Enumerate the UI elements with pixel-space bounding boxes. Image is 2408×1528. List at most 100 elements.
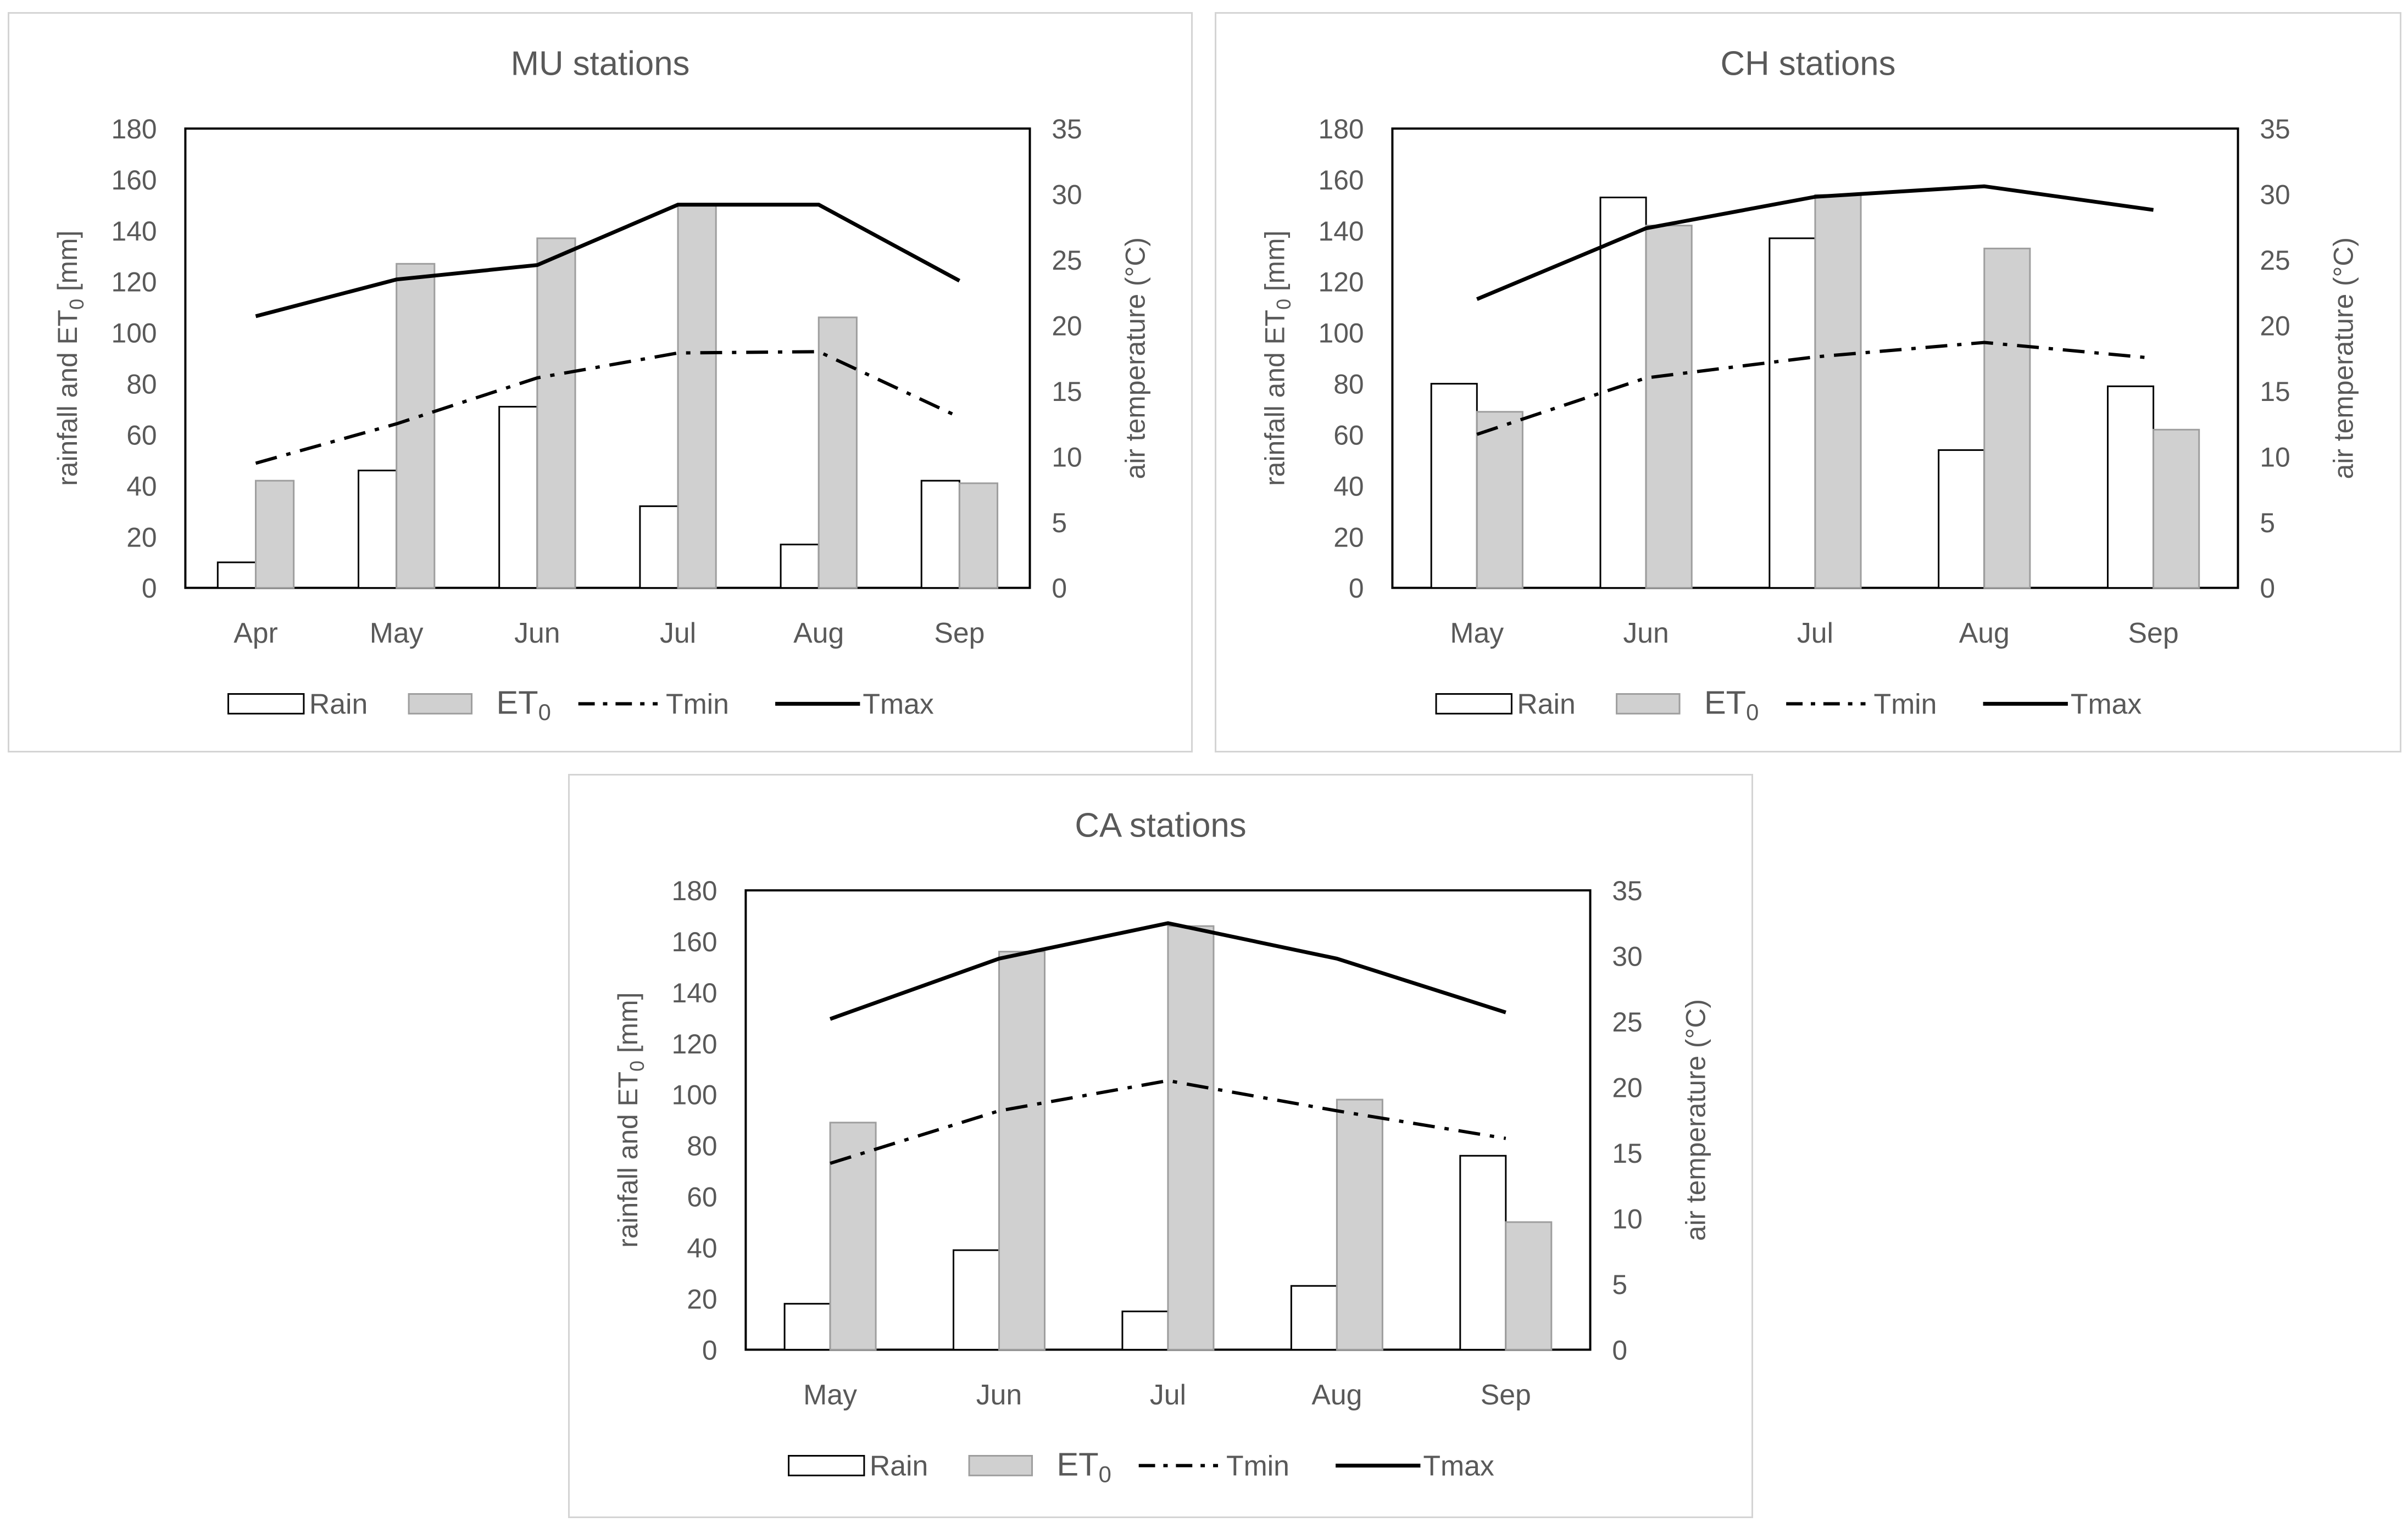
y2-tick-label: 20: [1612, 1072, 1642, 1103]
line-tmax: [829, 921, 1506, 1021]
bar-et0: [1814, 194, 1862, 589]
y-tick-label: 160: [112, 165, 157, 196]
x-tick-label: Jul: [660, 617, 696, 649]
y2-tick-label: 25: [1612, 1007, 1642, 1038]
y-tick-label: 120: [672, 1029, 718, 1059]
legend-rain-swatch: [1435, 693, 1512, 715]
bar-rain: [1121, 1310, 1169, 1351]
legend-et0-label: ET0: [1056, 1446, 1111, 1487]
x-tick-label: Sep: [1481, 1379, 1531, 1410]
bar-rain: [920, 479, 960, 589]
y2-axis-label: air temperature (°C): [2328, 237, 2359, 479]
y-tick-label: 180: [672, 875, 718, 906]
y2-tick-label: 0: [1612, 1335, 1627, 1365]
line-tmax: [255, 203, 961, 319]
bar-et0: [1505, 1221, 1553, 1351]
y2-tick-label: 35: [1052, 114, 1082, 144]
y-tick-label: 20: [1333, 522, 1364, 553]
chart-panel-ca: CA stations 0 20 40 60 80 100 120 140 160 180 0 5 10 1…: [568, 774, 1753, 1518]
chart-svg-mu: MU stations 0 20 40 60 80 100 120 140 160 180 0 5 10 1…: [52, 45, 1151, 726]
x-tick-label: May: [370, 617, 424, 649]
bar-et0: [1476, 411, 1523, 589]
bar-et0: [396, 263, 436, 589]
bar-et0: [536, 237, 576, 589]
bar-et0: [2153, 428, 2200, 589]
y2-tick-label: 15: [1612, 1138, 1642, 1169]
bar-et0: [1167, 925, 1215, 1351]
legend-tmax-label: Tmax: [1423, 1449, 1494, 1481]
legend-tmax-label: Tmax: [2071, 688, 2142, 720]
y-axis-label: rainfall and ET0 [mm]: [1259, 231, 1295, 486]
legend-rain-label: Rain: [1517, 688, 1575, 720]
bar-et0: [1645, 225, 1693, 589]
y2-tick-label: 5: [2260, 508, 2275, 538]
chart-svg-ch: CH stations 0 20 40 60 80 100 120 140 160 180 0 5 10 1…: [1259, 45, 2359, 726]
y-tick-label: 60: [1333, 420, 1364, 450]
y-tick-label: 140: [112, 216, 157, 247]
y2-axis-label: air temperature (°C): [1120, 237, 1151, 479]
y-tick-label: 20: [687, 1284, 717, 1314]
y-tick-label: 40: [687, 1233, 717, 1263]
x-tick-label: May: [1450, 617, 1504, 649]
y2-tick-label: 15: [1052, 376, 1082, 407]
x-tick-label: Jul: [1150, 1379, 1186, 1410]
bar-rain: [953, 1249, 1000, 1351]
y2-tick-label: 0: [1052, 573, 1067, 604]
y2-tick-label: 25: [1052, 245, 1082, 276]
bar-et0: [829, 1122, 877, 1351]
legend-et0-swatch: [968, 1454, 1033, 1476]
chart-title: MU stations: [511, 45, 690, 83]
y-tick-label: 140: [672, 978, 718, 1008]
bar-rain: [1459, 1155, 1507, 1351]
line-tmin: [255, 350, 960, 465]
y2-tick-label: 30: [2260, 179, 2290, 210]
y2-tick-label: 5: [1052, 508, 1067, 538]
bar-et0: [677, 204, 717, 589]
bar-et0: [998, 951, 1046, 1351]
bar-rain: [498, 405, 538, 589]
bar-et0: [1983, 247, 2031, 589]
y2-tick-label: 25: [2260, 245, 2290, 276]
line-tmax: [1476, 184, 2154, 301]
x-tick-label: Sep: [934, 617, 985, 649]
y-tick-label: 100: [672, 1080, 718, 1111]
bar-et0: [254, 479, 295, 589]
legend-tmin-label: Tmin: [666, 688, 729, 720]
y2-tick-label: 35: [1612, 875, 1642, 906]
y-tick-label: 100: [1319, 318, 1364, 349]
plot-area-frame: [184, 127, 1031, 589]
y-tick-label: 140: [1319, 216, 1364, 247]
y-tick-label: 40: [126, 471, 157, 501]
y-tick-label: 160: [1319, 165, 1364, 196]
legend-et0-swatch: [408, 693, 473, 715]
bar-rain: [783, 1303, 831, 1351]
y2-tick-label: 5: [1612, 1269, 1627, 1300]
legend-tmax-label: Tmax: [863, 688, 934, 720]
y-tick-label: 120: [1319, 267, 1364, 298]
y-tick-label: 80: [1333, 369, 1364, 400]
bar-rain: [2106, 385, 2155, 589]
x-tick-label: Aug: [793, 617, 844, 649]
bar-et0: [958, 482, 999, 589]
y-tick-label: 0: [1349, 573, 1364, 604]
y-tick-label: 100: [112, 318, 157, 349]
x-tick-label: Aug: [1959, 617, 2010, 649]
chart-title: CA stations: [1075, 807, 1246, 845]
chart-panel-mu: MU stations 0 20 40 60 80 100 120 140 160 180 0 5 10 1…: [8, 12, 1193, 752]
y2-tick-label: 30: [1612, 941, 1642, 972]
x-tick-label: Jun: [514, 617, 560, 649]
y2-tick-label: 15: [2260, 376, 2290, 407]
bar-rain: [357, 470, 398, 589]
bar-et0: [1336, 1098, 1383, 1351]
y-tick-label: 20: [126, 522, 157, 553]
bar-rain: [639, 505, 679, 589]
bar-rain: [1938, 449, 1986, 589]
legend-et0-swatch: [1616, 693, 1681, 715]
bar-rain: [780, 543, 820, 589]
y2-tick-label: 20: [2260, 310, 2290, 341]
chart-panel-ch: CH stations 0 20 40 60 80 100 120 140 160 180 0 5 10 1…: [1215, 12, 2401, 752]
x-tick-label: Apr: [233, 617, 278, 649]
legend-et0-label: ET0: [496, 684, 551, 725]
x-tick-label: Jun: [976, 1379, 1022, 1410]
legend-tmin-label: Tmin: [1226, 1449, 1289, 1481]
